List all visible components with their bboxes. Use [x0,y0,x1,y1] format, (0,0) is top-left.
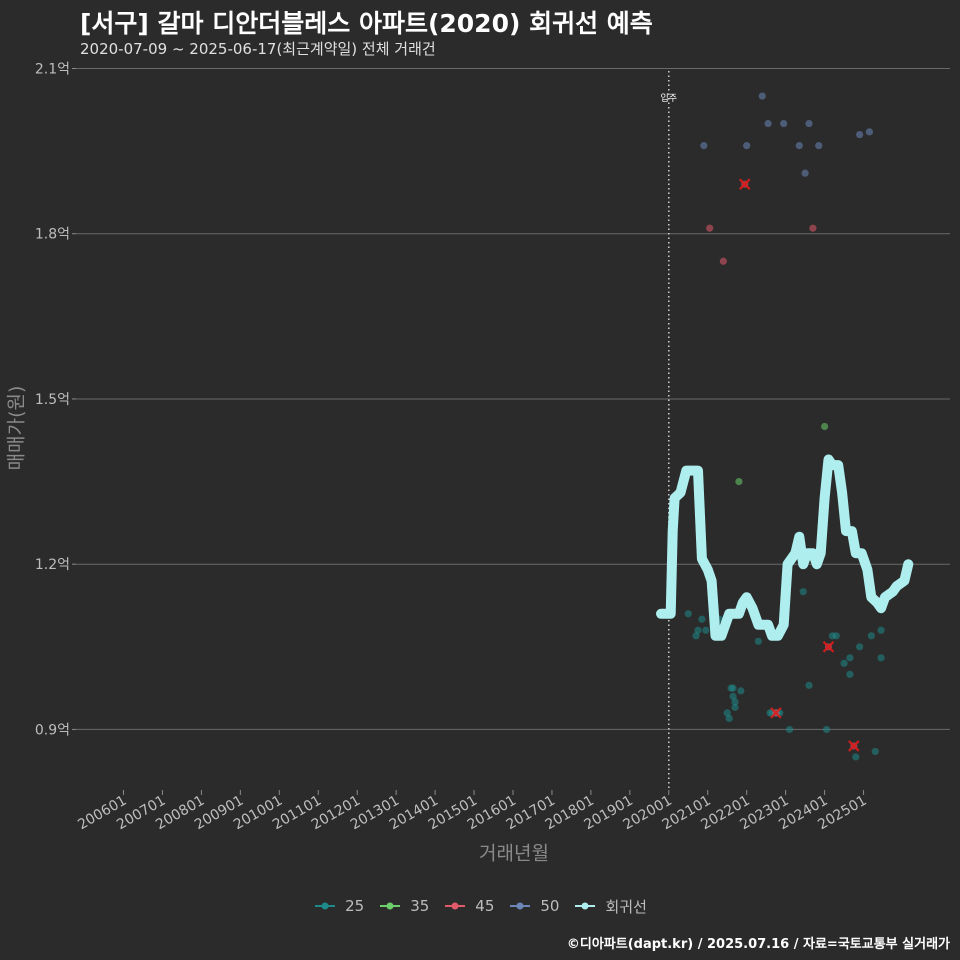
scatter-point-25 [698,615,706,623]
scatter-point-45 [809,224,817,232]
scatter-point-50 [865,128,873,136]
move-in-label: 입주 [661,92,678,104]
scatter-point-25 [799,588,807,596]
scatter-point-25 [723,709,731,717]
scatter-point-25 [731,703,739,711]
scatter-point-25 [877,654,885,662]
legend-key-dot [581,902,589,910]
legend-item: 25 [313,897,364,915]
legend-key [380,902,401,910]
legend-key [510,902,531,910]
y-tick-label: 1.2억 [35,557,70,573]
scatter-point-45 [719,257,727,265]
scatter-point-25 [877,626,885,634]
legend-label: 50 [540,897,560,915]
scatter-point-50 [805,119,813,128]
legend-key-dot [386,902,394,910]
y-tick-label: 1.8억 [35,227,70,243]
y-tick-label: 1.5억 [35,392,70,408]
legend-item: 35 [378,897,429,915]
scatter-point-50 [758,92,766,100]
scatter-point-50 [801,169,809,177]
scatter-point-25 [867,632,875,640]
legend-item: 회귀선 [573,896,647,917]
scatter-point-25 [692,632,700,640]
scatter-point-25 [832,632,840,640]
source-caption: ©디아파트(dapt.kr) / 2025.07.16 / 자료=국토교통부 실… [566,937,950,952]
scatter-point-50 [764,119,772,128]
scatter-point-25 [725,714,733,723]
scatter-point-50 [795,142,803,150]
scatter-point-25 [729,684,737,692]
legend-label: 회귀선 [605,897,647,916]
legend: 25 35 45 50 회귀선 [0,895,960,917]
scatter-point-25 [754,637,762,645]
legend-key-dot [321,902,329,910]
scatter-point-25 [805,681,813,689]
scatter-point-25 [871,747,879,756]
scatter-point-50 [780,119,788,128]
y-tick-label: 0.9억 [35,722,70,738]
scatter-point-35 [735,477,743,486]
scatter-point-25 [684,610,692,618]
highlight-marker [848,740,860,752]
legend-key [315,902,336,910]
legend-item: 45 [443,897,494,915]
scatter-point-50 [700,142,708,150]
highlight-marker [822,641,835,653]
scatter-point-25 [856,643,864,651]
scatter-point-25 [729,692,737,700]
scatter-point-50 [856,130,864,139]
highlight-marker [738,178,751,190]
scatter-point-25 [702,626,710,634]
scatter-point-45 [706,224,714,232]
scatter-point-25 [737,687,745,695]
chart-subtitle: 2020-07-09 ~ 2025-06-17(최근계약일) 전체 거래건 [80,40,436,58]
scatter-point-25 [852,753,860,761]
legend-key-dot [451,902,459,910]
regression-line [656,454,914,641]
highlight-marker [770,707,782,719]
scatter-point-50 [743,142,751,150]
scatter-point-25 [846,670,854,678]
x-axis-label: 거래년월 [479,842,549,865]
y-tick-label: 2.1억 [35,62,70,78]
legend-key-dot [516,902,524,910]
scatter-point-25 [694,626,702,634]
y-axis-label: 매매가(원) [5,385,28,471]
scatter-point-50 [815,142,823,150]
scatter-point-25 [846,654,854,662]
chart-title: [서구] 갈마 디안더블레스 아파트(2020) 회귀선 예측 [80,9,653,38]
scatter-point-25 [731,698,739,706]
legend-label: 45 [475,897,495,915]
legend-key [575,902,596,910]
legend-label: 35 [410,897,430,915]
scatter-point-35 [821,422,829,431]
legend-item: 50 [508,897,559,915]
legend-label: 25 [345,897,365,915]
legend-key [445,902,466,910]
scatter-point-25 [822,725,831,734]
scatter-point-25 [785,725,794,734]
scatter-point-25 [840,659,848,667]
